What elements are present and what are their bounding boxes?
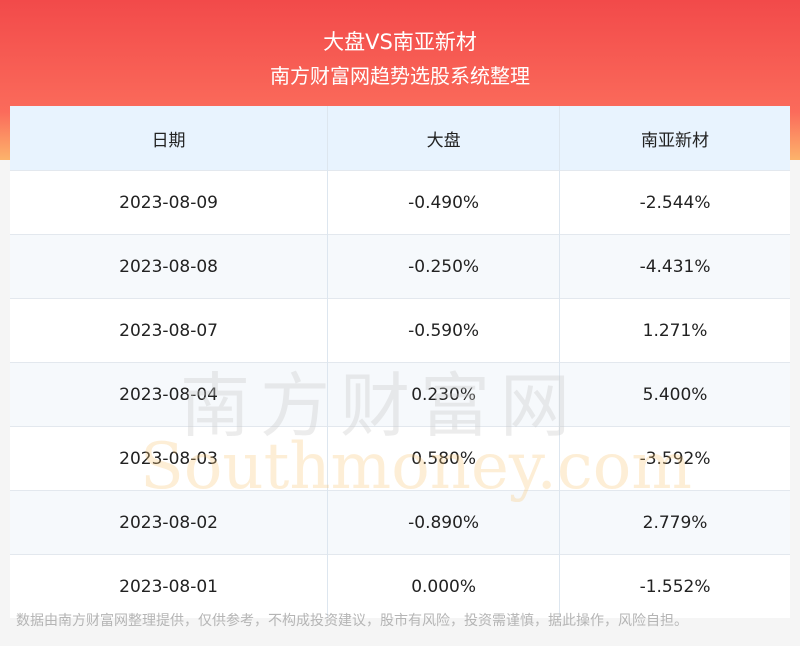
cell: -0.890% (327, 490, 561, 555)
row: 2023-08-03 0.580% -3.592% (10, 426, 790, 491)
cell: 2023-08-02 (10, 490, 329, 555)
cell: 2023-08-09 (10, 170, 329, 235)
watermark: 南方财富网 (180, 365, 580, 447)
column-header: 大盘 (327, 106, 561, 171)
cell: -0.250% (327, 234, 561, 299)
title: 大盘VS南亚新材 (323, 30, 477, 54)
cell: -2.544% (559, 170, 790, 235)
cell: -0.590% (327, 298, 561, 363)
cell: 2023-08-07 (10, 298, 329, 363)
cell: -4.431% (559, 234, 790, 299)
table: 日期 大盘 南亚新材 2023-08-09 -0.490% -2.544% 2023-08-… (10, 106, 790, 618)
row: 2023-08-07 -0.590% 1.271% (10, 298, 790, 363)
row: 2023-08-09 -0.490% -2.544% (10, 170, 790, 235)
column-header: 日期 (10, 106, 329, 171)
cell: 2023-08-08 (10, 234, 329, 299)
cell: 2023-08-01 (10, 554, 329, 618)
cell: 2023-08-03 (10, 426, 329, 491)
cell: -3.592% (559, 426, 790, 491)
watermark-en: Southmoney.com (140, 430, 692, 504)
row: 2023-08-01 0.000% -1.552% (10, 554, 790, 618)
subtitle: 南方财富网趋势选股系统整理 (270, 64, 530, 88)
cell: 0.580% (327, 426, 561, 491)
row: 2023-08-04 0.230% 5.400% (10, 362, 790, 427)
cell: 2023-08-04 (10, 362, 329, 427)
cell: 5.400% (559, 362, 790, 427)
cell: 0.230% (327, 362, 561, 427)
cell: -1.552% (559, 554, 790, 618)
cell: -0.490% (327, 170, 561, 235)
column-header: 南亚新材 (559, 106, 790, 171)
footer: 数据由南方财富网整理提供，仅供参考，不构成投资建议，股市有风险，投资需谨慎，据此… (16, 613, 688, 629)
cell: 2.779% (559, 490, 790, 555)
row: 2023-08-02 -0.890% 2.779% (10, 490, 790, 555)
row: 2023-08-08 -0.250% -4.431% (10, 234, 790, 299)
cell: 1.271% (559, 298, 790, 363)
cell: 0.000% (327, 554, 561, 618)
